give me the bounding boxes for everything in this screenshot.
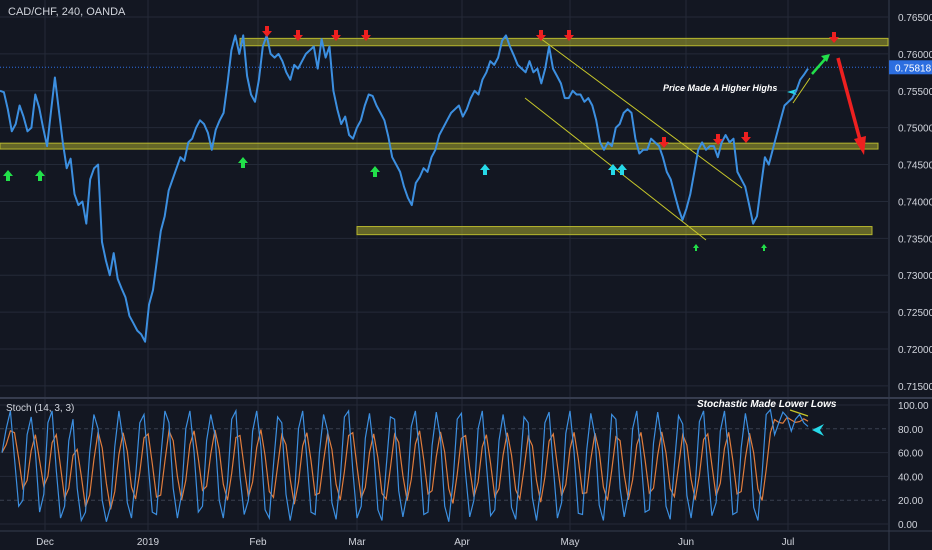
price-line (0, 34, 809, 343)
stoch-k-line (1, 408, 809, 523)
time-tick-label: Dec (36, 537, 54, 548)
projection-up-line (811, 57, 827, 75)
price-highs-trendline (792, 77, 811, 104)
time-tick-label: Mar (348, 537, 366, 548)
arrow-down-icon (361, 30, 371, 41)
price-series (0, 34, 809, 343)
stoch-pointer-icon (812, 424, 824, 436)
price-tick-label: 0.75000 (898, 124, 932, 135)
arrow-down-icon (331, 30, 341, 41)
signal-arrows (3, 26, 866, 436)
arrow-down-icon (262, 26, 272, 37)
stochastic-series (1, 408, 809, 523)
price-tick-label: 0.74500 (898, 161, 932, 172)
stoch-tick-label: 60.00 (898, 449, 923, 460)
price-tick-label: 0.76000 (898, 50, 932, 61)
time-tick-label: Apr (454, 537, 470, 548)
stoch-tick-label: 0.00 (898, 520, 918, 531)
zone-rect (239, 37, 889, 47)
arrow-up-icon (238, 157, 248, 168)
stoch-tick-label: 80.00 (898, 425, 923, 436)
arrow-down-icon (829, 32, 839, 43)
projection-down-arrowhead (854, 136, 866, 155)
current-price-badge (889, 60, 932, 75)
arrow-up-icon (617, 164, 627, 175)
arrow-up-icon (35, 170, 45, 181)
stoch-tick-label: 40.00 (898, 472, 923, 483)
price-tick-label: 0.76500 (898, 13, 932, 24)
projection-down-line (836, 57, 862, 141)
time-tick-label: Feb (249, 537, 267, 548)
arrow-down-icon (564, 30, 574, 41)
price-tick-label: 0.73000 (898, 271, 932, 282)
time-tick-label: May (561, 537, 580, 548)
time-tick-label: Jul (782, 537, 795, 548)
arrow-down-icon (536, 30, 546, 41)
time-tick-label: Jun (678, 537, 694, 548)
small-arrow-up-icon (761, 244, 767, 251)
price-annotation: Price Made A Higher Highs (663, 83, 777, 93)
price-tick-label: 0.72000 (898, 345, 932, 356)
stoch-tick-label: 20.00 (898, 496, 923, 507)
stoch-d-line (1, 416, 809, 510)
stoch-tick-label: 100.00 (898, 401, 929, 412)
small-arrow-up-icon (693, 244, 699, 251)
support-resistance-zones (0, 37, 889, 236)
stoch-lows-trendline (789, 409, 809, 417)
arrow-down-icon (293, 30, 303, 41)
arrow-up-icon (608, 164, 618, 175)
arrow-up-icon (480, 164, 490, 175)
symbol-title: CAD/CHF, 240, OANDA (8, 6, 126, 18)
arrow-down-icon (713, 134, 723, 145)
price-tick-label: 0.74000 (898, 197, 932, 208)
arrow-up-icon (3, 170, 13, 181)
zone-rect (356, 226, 873, 236)
channel-upper-line (539, 37, 743, 189)
stochastic-annotation: Stochastic Made Lower Lows (697, 399, 837, 410)
price-pointer-icon (787, 89, 797, 95)
time-tick-label: 2019 (137, 537, 160, 548)
arrow-up-icon (370, 166, 380, 177)
arrow-down-icon (659, 137, 669, 148)
price-tick-label: 0.71500 (898, 382, 932, 393)
price-tick-label: 0.73500 (898, 234, 932, 245)
current-price-label: 0.75818 (895, 63, 932, 74)
price-tick-label: 0.72500 (898, 308, 932, 319)
indicator-label[interactable]: Stoch (14, 3, 3) (6, 403, 74, 414)
projection-up-arrowhead (821, 54, 830, 62)
zone-rect (0, 142, 879, 150)
arrow-down-icon (741, 132, 751, 143)
price-tick-label: 0.75500 (898, 87, 932, 98)
